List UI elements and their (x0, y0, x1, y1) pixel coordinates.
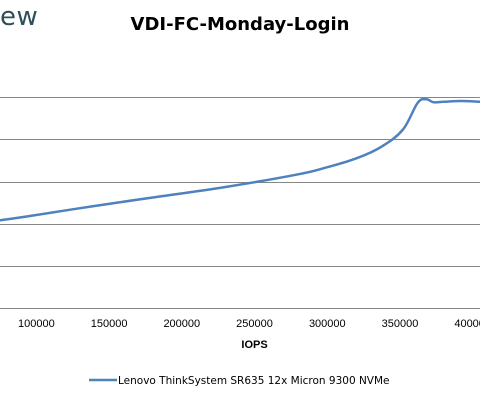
x-tick-labels: 100000 150000 200000 250000 300000 350000 4000… (18, 318, 480, 330)
series-line (0, 97, 480, 222)
x-tick-label: 250000 (236, 318, 273, 330)
gridlines (0, 97, 480, 267)
x-tick-label: 350000 (382, 318, 419, 330)
legend: Lenovo ThinkSystem SR635 12x Micron 9300… (89, 375, 390, 387)
series-lines (0, 97, 480, 222)
x-tick-label: 200000 (163, 318, 200, 330)
chart-title: VDI-FC-Monday-Login (130, 14, 350, 35)
x-tick-label: 100000 (18, 318, 55, 330)
x-axis-title: IOPS (241, 339, 267, 351)
legend-label: Lenovo ThinkSystem SR635 12x Micron 9300… (118, 375, 390, 387)
x-tick-label: 300000 (309, 318, 346, 330)
x-tick-label: 150000 (91, 318, 128, 330)
x-tick-label: 400000 (454, 318, 480, 330)
brand-logo-fragment: ew (0, 2, 39, 32)
